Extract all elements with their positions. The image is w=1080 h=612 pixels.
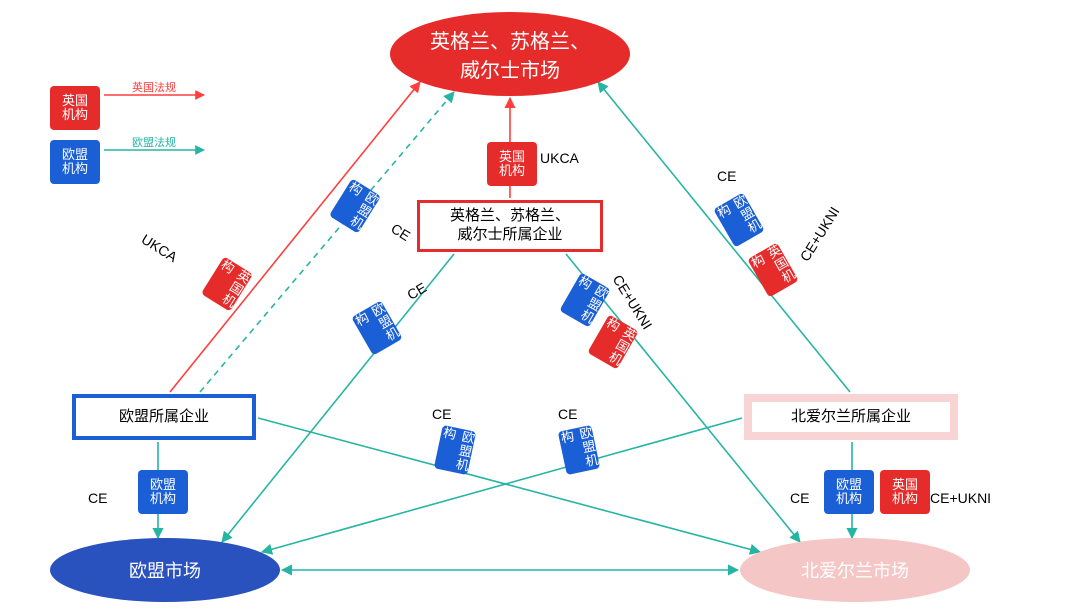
gb-firm-label: 英格兰、苏格兰、威尔士所属企业 bbox=[450, 207, 570, 245]
eu-market-label: 欧盟市场 bbox=[129, 557, 201, 583]
ni-market-label: 北爱尔兰市场 bbox=[801, 557, 909, 583]
edge-label: CE bbox=[790, 490, 809, 506]
agency-tag: 欧盟机构 bbox=[434, 425, 476, 475]
agency-tag: 欧盟机构 bbox=[558, 425, 600, 475]
agency-tag: 英国机构 bbox=[487, 142, 537, 186]
agency-tag: 欧盟机构 bbox=[824, 470, 874, 514]
edge-label: CE bbox=[558, 406, 577, 422]
ni-firm: 北爱尔兰所属企业 bbox=[744, 394, 958, 440]
agency-tag: 英国机构 bbox=[880, 470, 930, 514]
agency-tag: 欧盟机构 bbox=[50, 140, 100, 184]
gb-market-label: 英格兰、苏格兰、威尔士市场 bbox=[430, 25, 590, 83]
legend-arrow-label: 英国法规 bbox=[132, 79, 176, 95]
legend-arrow-label: 欧盟法规 bbox=[132, 134, 176, 150]
ni-firm-label: 北爱尔兰所属企业 bbox=[791, 408, 911, 427]
edge-e-eu-gb-ce bbox=[200, 92, 454, 392]
edge-label: UKCA bbox=[540, 150, 579, 166]
edge-label: CE bbox=[717, 168, 736, 184]
edge-label: CE+UKNI bbox=[930, 490, 991, 506]
eu-firm: 欧盟所属企业 bbox=[72, 394, 256, 440]
agency-tag: 欧盟机构 bbox=[138, 470, 188, 514]
eu-firm-label: 欧盟所属企业 bbox=[119, 408, 209, 427]
gb-firm: 英格兰、苏格兰、威尔士所属企业 bbox=[417, 200, 603, 252]
edge-label: CE bbox=[88, 490, 107, 506]
edge-label: CE bbox=[432, 406, 451, 422]
gb-market: 英格兰、苏格兰、威尔士市场 bbox=[390, 12, 630, 96]
agency-tag: 英国机构 bbox=[50, 86, 100, 130]
eu-market: 欧盟市场 bbox=[50, 538, 280, 602]
ni-market: 北爱尔兰市场 bbox=[740, 538, 970, 602]
